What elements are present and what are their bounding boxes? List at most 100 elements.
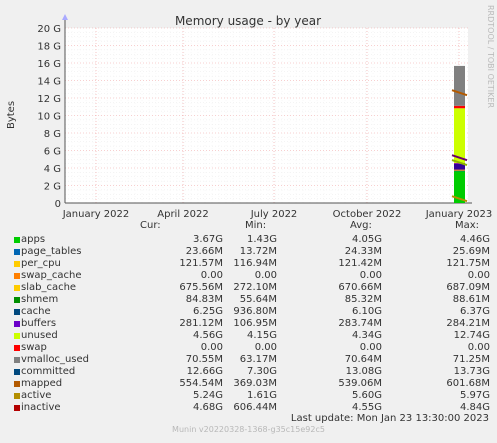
legend-avg: 283.74M [338,318,382,329]
legend-cur: 23.66M [185,246,223,257]
legend-row-swap_cache: swap_cache 0.00 0.00 0.00 0.00 [0,270,497,282]
legend-min: 606.44M [233,402,277,413]
legend-min: 1.61G [246,390,277,401]
legend-row-page_tables: page_tables 23.66M 13.72M 24.33M 25.69M [0,246,497,258]
legend-max: 6.37G [459,306,490,317]
legend-cur: 121.57M [179,258,223,269]
legend-min: 106.95M [233,318,277,329]
stack-segment-cache [454,108,465,163]
x-tick-label: January 2022 [62,209,130,220]
y-tick-labels: 0 2 G 4 G 6 G 8 G 10 G 12 G 14 G 16 G 18 G 20 G [37,24,61,210]
legend-name: page_tables [21,246,82,257]
legend-row-inactive: inactive 4.68G 606.44M 4.55G 4.84G [0,402,497,414]
legend-cur: 12.66G [186,366,223,377]
legend-avg: 0.00 [359,342,382,353]
legend-max: 0.00 [467,342,490,353]
x-tick-label: October 2022 [333,209,402,220]
legend-avg: 24.33M [344,246,382,257]
legend-min: 7.30G [246,366,277,377]
legend-cur: 4.56G [192,330,223,341]
legend-swatch [14,333,20,339]
legend-max: 4.84G [459,402,490,413]
legend-name: apps [21,234,46,245]
legend-avg: 70.64M [344,354,382,365]
legend-cur: 6.25G [192,306,223,317]
legend-name: vmalloc_used [21,354,90,365]
legend-avg: 85.32M [344,294,382,305]
legend-min: 0.00 [254,270,277,281]
x-tick-label: January 2023 [425,209,493,220]
line-committed [451,89,468,97]
stack-segment-page_tables [454,170,465,172]
legend-row-active: active 5.24G 1.61G 5.60G 5.97G [0,390,497,402]
stack-segment-unused [454,65,465,106]
legend-cur: 281.12M [179,318,223,329]
munin-version: Munin v20220328-1368-g35c15e92c5 [172,425,325,434]
stack-segment-slab_cache [454,163,465,170]
stack-segment-apps [454,170,465,203]
legend-avg: 4.05G [351,234,382,245]
legend-name: shmem [21,294,59,305]
legend-cur: 70.55M [185,354,223,365]
y-tick-label: 4 G [44,164,61,175]
legend-swatch [14,393,20,399]
x-tick-label: April 2022 [157,209,208,220]
legend-name: buffers [21,318,57,329]
legend-row-vmalloc_used: vmalloc_used 70.55M 63.17M 70.64M 71.25M [0,354,497,366]
legend-name: inactive [21,402,61,413]
x-tick-label: July 2022 [250,209,298,220]
legend-cur: 675.56M [179,282,223,293]
legend-min: 272.10M [233,282,277,293]
header-cur: Cur: [140,220,161,231]
legend-row-per_cpu: per_cpu 121.57M 116.94M 121.42M 121.75M [0,258,497,270]
line-inactive [451,159,468,166]
legend-name: per_cpu [21,258,61,269]
legend-cur: 0.00 [200,270,223,281]
legend-cur: 3.67G [192,234,223,245]
legend-max: 601.68M [446,378,490,389]
chart-title: Memory usage - by year [175,14,321,28]
legend-min: 116.94M [233,258,277,269]
legend-name: slab_cache [21,282,77,293]
legend-max: 284.21M [446,318,490,329]
legend-cur: 4.68G [192,402,223,413]
legend-swatch [14,273,20,279]
header-avg: Avg: [350,220,372,231]
legend-max: 687.09M [446,282,490,293]
legend-avg: 670.66M [338,282,382,293]
legend-min: 1.43G [246,234,277,245]
header-max: Max: [455,220,480,231]
legend-name: swap_cache [21,270,82,281]
legend-cur: 84.83M [185,294,223,305]
legend-max: 4.46G [459,234,490,245]
line-series [451,89,468,203]
legend-avg: 6.10G [351,306,382,317]
legend-name: mapped [21,378,63,389]
legend-cur: 0.00 [200,342,223,353]
legend-swatch [14,381,20,387]
legend-avg: 121.42M [338,258,382,269]
legend-row-shmem: shmem 84.83M 55.64M 85.32M 88.61M [0,294,497,306]
last-update: Last update: Mon Jan 23 13:30:00 2023 [290,413,489,424]
legend-swatch [14,321,20,327]
y-tick-label: 14 G [37,77,61,88]
legend-min: 63.17M [239,354,277,365]
y-tick-label: 18 G [37,42,61,53]
y-axis-arrow [62,14,68,20]
legend-row-swap: swap 0.00 0.00 0.00 0.00 [0,342,497,354]
y-tick-label: 10 G [37,112,61,123]
legend-max: 25.69M [452,246,490,257]
legend-avg: 539.06M [338,378,382,389]
y-tick-label: 2 G [44,182,61,193]
x-tick-labels: January 2022 April 2022 July 2022 October 2… [62,209,493,220]
header-min: Min: [245,220,267,231]
legend-row-buffers: buffers 281.12M 106.95M 283.74M 284.21M [0,318,497,330]
y-tick-label: 20 G [37,24,61,35]
legend-swatch [14,297,20,303]
legend-min: 936.80M [233,306,277,317]
legend-avg: 5.60G [351,390,382,401]
legend-min: 4.15G [246,330,277,341]
rrdtool-label: RRDTOOL / TOBI OETIKER [486,5,495,109]
legend-name: cache [21,306,51,317]
legend-max: 0.00 [467,270,490,281]
